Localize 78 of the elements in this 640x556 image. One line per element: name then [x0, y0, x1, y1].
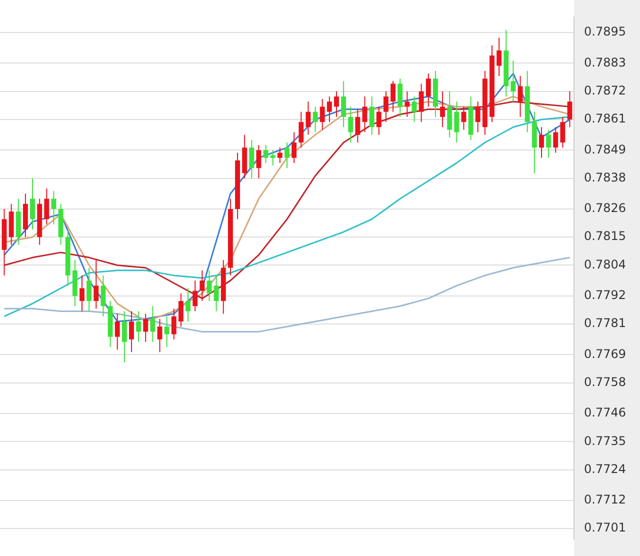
candlestick — [312, 106, 318, 133]
candlestick — [298, 111, 304, 148]
y-tick-label: 0.7872 — [584, 83, 626, 98]
candlestick — [270, 150, 276, 166]
candlestick — [94, 260, 99, 310]
y-tick-label: 0.7769 — [584, 346, 626, 361]
candlestick — [277, 147, 282, 164]
y-tick-label: 0.7746 — [584, 406, 626, 420]
candlestick — [341, 80, 346, 128]
candlestick — [447, 90, 452, 138]
candlestick — [86, 267, 92, 312]
candlestick — [510, 60, 516, 102]
candlestick — [398, 78, 403, 118]
candlestick — [100, 274, 106, 317]
candlestick — [553, 126, 558, 154]
candlestick — [418, 83, 424, 123]
candlestick — [404, 90, 410, 118]
candlestick — [157, 318, 162, 353]
candlestick — [454, 101, 460, 143]
candlestick — [306, 101, 311, 136]
candlestick — [292, 132, 297, 164]
y-tick-label: 0.7758 — [584, 374, 626, 389]
candlestick — [51, 190, 56, 225]
candlestick — [475, 101, 480, 133]
candlestick — [192, 280, 198, 312]
candlestick — [114, 313, 120, 350]
candlestick — [206, 270, 212, 302]
candlestick — [150, 306, 156, 342]
y-tick-label: 0.7826 — [584, 201, 626, 216]
candlestick — [390, 80, 396, 112]
y-tick-label: 0.7895 — [584, 24, 626, 39]
y-tick-label: 0.7781 — [584, 316, 626, 330]
candlestick — [412, 96, 417, 123]
candlestick — [178, 292, 184, 328]
candlestick — [129, 310, 134, 353]
candlestick — [355, 108, 360, 143]
candlestick — [320, 98, 325, 130]
candlestick — [546, 129, 552, 158]
y-tick-label: 0.7701 — [584, 520, 626, 535]
candlestick — [143, 313, 148, 342]
candlestick — [200, 270, 205, 302]
candlestick — [362, 96, 368, 133]
candlestick — [249, 139, 254, 179]
y-tick-label: 0.7712 — [584, 492, 626, 507]
candlestick — [384, 90, 388, 123]
candlestick — [369, 96, 374, 136]
candlestick — [30, 178, 35, 230]
y-tick-label: 0.7861 — [584, 112, 626, 126]
candlestick — [426, 72, 431, 108]
candlestick — [284, 142, 290, 169]
candlestick — [539, 126, 544, 158]
candlestick — [326, 96, 332, 123]
candlestick — [334, 90, 339, 118]
candlestick — [560, 116, 566, 148]
candlestick — [567, 90, 572, 128]
candlestick — [186, 288, 191, 322]
candlestick — [518, 76, 523, 118]
candlestick — [263, 144, 268, 164]
candlestick — [214, 274, 219, 312]
candlestick — [496, 37, 502, 77]
candlestick — [164, 316, 170, 348]
y-tick-label: 0.7724 — [584, 462, 626, 476]
y-tick-label: 0.7804 — [584, 257, 626, 272]
candlestick — [440, 90, 445, 128]
y-tick-label: 0.7883 — [584, 55, 626, 70]
candlestick — [256, 144, 262, 179]
y-tick-label: 0.7735 — [584, 434, 626, 448]
y-tick-label: 0.7849 — [584, 142, 626, 156]
candlestick — [44, 188, 50, 225]
y-tick-label: 0.7838 — [584, 170, 626, 184]
candlestick — [376, 106, 382, 136]
candlestick — [348, 106, 354, 143]
candlestick — [136, 310, 142, 342]
candlestick — [171, 308, 176, 340]
y-tick-label: 0.7792 — [584, 288, 626, 302]
candlestick — [122, 310, 127, 363]
candlestick — [80, 274, 84, 312]
y-tick-label: 0.7815 — [584, 229, 626, 244]
